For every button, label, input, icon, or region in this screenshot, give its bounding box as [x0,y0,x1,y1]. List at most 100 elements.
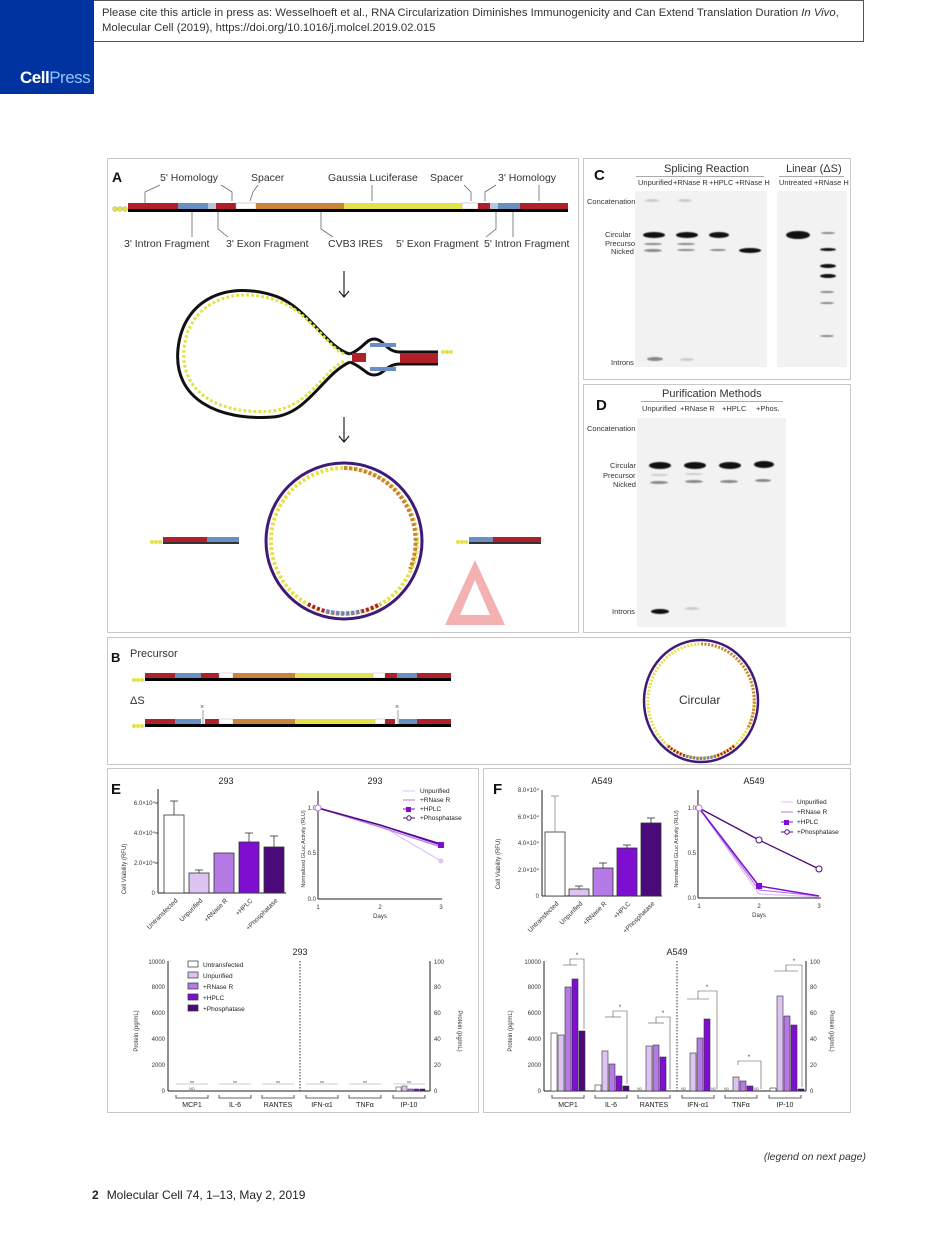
svg-text:1: 1 [697,904,701,910]
svg-text:80: 80 [810,985,817,991]
svg-text:0.5: 0.5 [688,851,697,857]
row-label: Introns [611,358,634,367]
svg-text:+Phosphatase: +Phosphatase [797,829,839,836]
label-3-intron-fragment: 3' Intron Fragment [124,238,210,250]
svg-text:293: 293 [367,776,382,786]
svg-text:Protein (pg/mL): Protein (pg/mL) [828,1010,834,1051]
svg-text:20: 20 [810,1063,817,1069]
precursor-vs-delta-s-diagram: × × [132,638,760,764]
svg-text:Normalized GLuc Activity (RLU): Normalized GLuc Activity (RLU) [674,810,680,887]
panel-e: E 293 Cell Viability (RFU) 0 2.0×10⁴ 4.0… [107,768,479,1113]
page-footer: 2 Molecular Cell 74, 1–13, May 2, 2019 [92,1188,305,1202]
svg-text:ns: ns [276,1079,280,1084]
svg-text:*: * [662,1011,665,1017]
row-label: Precursor [603,471,636,480]
page-number: 2 [92,1188,99,1202]
svg-text:0.5: 0.5 [308,851,317,857]
row-label: Circular [605,230,631,239]
svg-text:0: 0 [162,1089,166,1095]
svg-text:IP-10: IP-10 [401,1102,418,1109]
row-label: Nicked [611,247,634,256]
svg-text:2.0×10⁴: 2.0×10⁴ [518,867,540,874]
svg-text:+RNase R: +RNase R [797,809,827,816]
label-5-homology: 5' Homology [160,172,219,184]
lane-label: Unpurified [642,404,677,413]
svg-text:10000: 10000 [524,960,541,966]
svg-text:293: 293 [218,776,233,786]
svg-text:0: 0 [810,1089,814,1095]
label-3-homology: 3' Homology [498,172,557,184]
label-precursor: Precursor [130,648,178,660]
citation-doi[interactable]: Molecular Cell (2019), https://doi.org/1… [102,22,436,34]
svg-text:60: 60 [810,1011,817,1017]
label-5-exon-fragment: 5' Exon Fragment [396,238,479,250]
citation-text: Please cite this article in press as: We… [102,7,802,19]
label-gaussia-luciferase: Gaussia Luciferase [328,172,418,184]
svg-text:0: 0 [152,891,156,897]
svg-text:IL-6: IL-6 [605,1102,617,1109]
chart-e-viability: 293 Cell Viability (RFU) 0 2.0×10⁴ 4.0×1… [122,776,286,932]
citation-comma: , [835,7,839,19]
svg-text:*: * [619,1005,622,1011]
svg-text:8000: 8000 [528,985,542,991]
svg-text:1.0: 1.0 [308,806,317,812]
panel-e-label: E [111,781,122,798]
lane-label: +HPLC [722,404,747,413]
panel-b: B Precursor ΔS [107,637,851,765]
svg-text:Protein (pg/mL): Protein (pg/mL) [134,1010,140,1051]
svg-text:A549: A549 [743,776,764,786]
svg-text:Untransfected: Untransfected [203,962,244,969]
svg-text:Protein (pg/mL): Protein (pg/mL) [508,1010,514,1051]
panel-c: C Splicing Reaction Linear (ΔS) Unpurifi… [583,158,851,380]
label-cvb3-ires: CVB3 IRES [328,238,383,250]
svg-text:+RNase R: +RNase R [420,797,450,804]
citation-box: Please cite this article in press as: We… [94,0,864,42]
svg-text:0.0: 0.0 [308,897,317,903]
svg-text:+RNase R: +RNase R [582,900,608,926]
svg-text:2000: 2000 [152,1063,166,1069]
svg-text:293: 293 [292,947,307,957]
svg-text:6000: 6000 [152,1011,166,1017]
svg-text:IP-10: IP-10 [777,1102,794,1109]
panel-f: F A549 Cell Viability (RFU) 0 2.0×10⁴ 4.… [483,768,851,1113]
svg-text:Cell Viability (RFU): Cell Viability (RFU) [496,839,502,890]
svg-text:Untransfected: Untransfected [527,900,561,934]
svg-text:MCP1: MCP1 [558,1102,578,1109]
svg-text:0: 0 [536,894,540,900]
svg-text:*: * [706,985,709,991]
svg-text:0: 0 [538,1089,542,1095]
svg-text:2: 2 [378,905,382,911]
svg-text:MCP1: MCP1 [182,1102,202,1109]
svg-text:Unpurified: Unpurified [559,900,585,926]
splicing-intermediate [176,289,453,419]
svg-text:×: × [395,704,399,711]
panel-a: A 5' Homology Spacer Gaussia Luciferase … [107,158,579,633]
svg-text:3: 3 [439,905,443,911]
chart-f-gluc: A549 Normalized GLuc Activity (RLU) 0.0 … [674,776,839,919]
svg-text:1.0: 1.0 [688,806,697,812]
svg-text:40: 40 [434,1037,441,1043]
label-circular: Circular [679,693,721,707]
circular-rna-product [264,461,424,621]
svg-text:40: 40 [810,1037,817,1043]
svg-text:80: 80 [434,985,441,991]
svg-text:ns: ns [190,1079,194,1084]
chart-f-viability: A549 Cell Viability (RFU) 0 2.0×10⁴ 4.0×… [496,776,662,935]
svg-text:Untransfected: Untransfected [146,897,180,931]
legend-f-gluc: Unpurified +RNase R +HPLC +Phosphatase [781,799,839,836]
svg-text:*: * [748,1055,751,1061]
precursor-strand [132,672,451,682]
svg-text:ND: ND [754,1087,760,1091]
svg-text:RANTES: RANTES [264,1102,293,1109]
cellpress-logo: CellPress [20,68,91,87]
circular-rna-icon [642,638,760,764]
svg-text:ND: ND [724,1087,730,1091]
svg-text:ns: ns [363,1079,367,1084]
svg-text:A549: A549 [666,947,687,957]
svg-text:+HPLC: +HPLC [797,819,818,826]
svg-text:20: 20 [434,1063,441,1069]
svg-text:ND: ND [189,1086,195,1091]
chart-e-gluc: 293 Normalized GLuc Activity (RLU) 0.0 0… [301,776,462,920]
lane-label: Unpurified [638,178,673,187]
citation-italic: In Vivo [801,7,836,19]
